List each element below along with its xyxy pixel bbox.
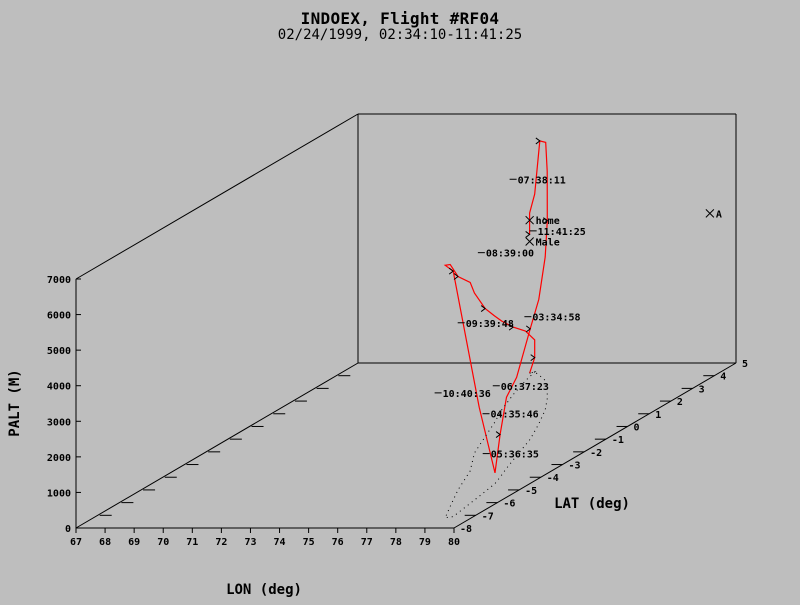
y-tick-label: 3 — [699, 384, 705, 395]
time-label: 11:41:25 — [538, 227, 586, 238]
time-label: 07:38:11 — [518, 175, 566, 186]
track-shadow — [444, 370, 548, 519]
marker-label: home — [536, 216, 560, 227]
z-tick-label: 0 — [65, 524, 71, 535]
x-axis-label: LON (deg) — [226, 582, 302, 598]
z-tick-label: 5000 — [47, 346, 71, 357]
axis-labels: LON (deg) LAT (deg) PALT (M) — [7, 369, 630, 598]
y-tick-label: 1 — [655, 410, 661, 421]
y-tick-label: 4 — [720, 372, 726, 383]
plot-frame — [75, 113, 737, 529]
y-axis-label: LAT (deg) — [554, 496, 630, 512]
y-tick-label: -2 — [590, 448, 602, 459]
x-tick-label: 78 — [390, 537, 402, 548]
y-tick-label: -6 — [503, 499, 515, 510]
y-tick-label: -7 — [482, 511, 494, 522]
z-tick-label: 4000 — [47, 382, 71, 393]
time-label: 06:37:23 — [501, 382, 549, 393]
axis-ticks: 67 68 69 70 71 72 73 74 75 76 77 78 79 80-8 -7 -6 -5 -4 -3… — [47, 275, 748, 548]
track-line — [443, 140, 548, 474]
flight-track — [443, 137, 549, 519]
direction-arrow — [525, 325, 532, 333]
direction-arrow — [480, 305, 486, 312]
marker-cross — [525, 237, 534, 246]
direction-arrow — [525, 231, 531, 238]
time-label: 03:34:58 — [532, 313, 580, 324]
z-tick-label: 7000 — [47, 275, 71, 286]
x-tick-label: 72 — [215, 537, 227, 548]
chart-subtitle: 02/24/1999, 02:34:10-11:41:25 — [277, 27, 523, 43]
direction-arrow — [453, 273, 459, 280]
x-tick-label: 75 — [303, 537, 315, 548]
time-label: 04:35:46 — [491, 410, 539, 421]
z-tick-label: 3000 — [47, 417, 71, 428]
y-tick-label: -5 — [525, 486, 537, 497]
marker-label: Male — [536, 238, 560, 249]
y-tick-label: 5 — [742, 359, 748, 370]
frame-edge — [75, 362, 359, 529]
x-tick-label: 79 — [419, 537, 431, 548]
marker-cross — [705, 208, 715, 218]
x-tick-label: 80 — [448, 537, 460, 548]
y-axis-line — [453, 362, 737, 529]
y-tick-label: 0 — [634, 422, 640, 433]
z-tick-label: 2000 — [47, 453, 71, 464]
time-label: 10:40:36 — [443, 389, 491, 400]
x-tick-label: 73 — [244, 537, 256, 548]
y-tick-label: -1 — [612, 435, 624, 446]
marker-cross — [525, 215, 534, 225]
direction-arrow — [495, 431, 501, 438]
x-tick-label: 77 — [361, 537, 373, 548]
time-label: 05:36:35 — [491, 450, 539, 461]
y-tick-label: -8 — [460, 524, 472, 535]
marker-label: A — [716, 209, 722, 220]
time-label: 09:39:48 — [466, 319, 514, 330]
track-labels: 03:34:58 04:35:46 05:36:35 06:37:23 07:38:11… — [434, 175, 722, 461]
z-tick-label: 6000 — [47, 311, 71, 322]
x-tick-label: 70 — [157, 537, 169, 548]
time-label: 08:39:00 — [486, 249, 534, 260]
frame-edge — [75, 113, 359, 280]
direction-arrow — [448, 267, 455, 275]
x-tick-label: 74 — [274, 537, 286, 548]
x-tick-label: 76 — [332, 537, 344, 548]
z-tick-label: 1000 — [47, 488, 71, 499]
x-tick-label: 69 — [128, 537, 140, 548]
z-axis-label: PALT (M) — [7, 369, 23, 436]
y-tick-label: -3 — [568, 461, 580, 472]
direction-arrow — [535, 137, 541, 145]
direction-arrow — [508, 323, 514, 331]
y-tick-label: 2 — [677, 397, 683, 408]
direction-arrow — [530, 354, 536, 362]
x-tick-label: 67 — [70, 537, 82, 548]
direction-arrow — [543, 217, 549, 225]
y-tick-label: -4 — [547, 473, 559, 484]
chart-title: INDOEX, Flight #RF04 — [300, 9, 500, 28]
x-tick-label: 71 — [186, 537, 198, 548]
x-tick-label: 68 — [99, 537, 111, 548]
